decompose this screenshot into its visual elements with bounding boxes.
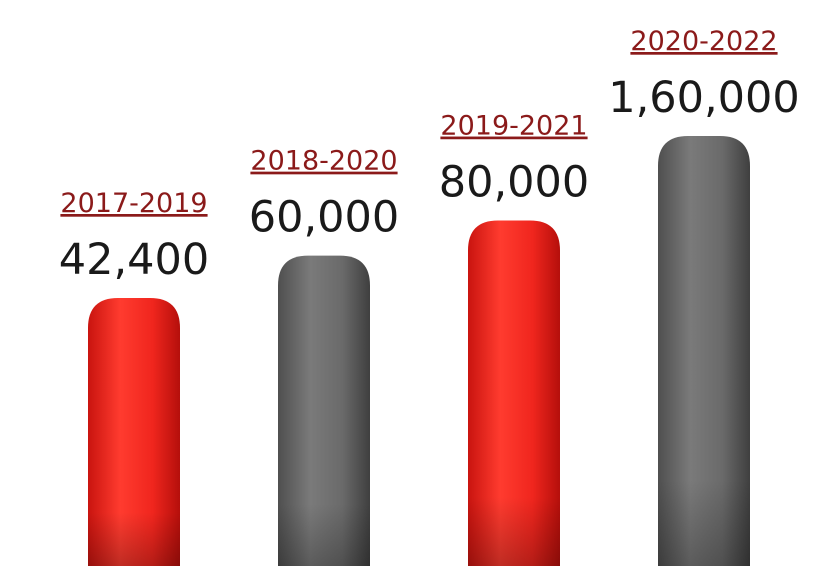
value-label: 42,400 [59, 235, 209, 285]
value-label: 1,60,000 [608, 73, 799, 123]
bar-shade-2018-2020 [278, 255, 370, 566]
value-label: 60,000 [249, 193, 399, 243]
category-label: 2019-2021 [440, 111, 587, 142]
category-label: 2020-2022 [630, 26, 777, 57]
category-label: 2018-2020 [250, 146, 397, 177]
labels-group: 42,400 2017-2019 60,000 2018-2020 80,000 2019… [59, 26, 800, 285]
bar-shade-2020-2022 [658, 136, 750, 566]
bar-shade-2017-2019 [88, 298, 180, 566]
value-label: 80,000 [439, 158, 589, 208]
bar-shade-2019-2021 [468, 220, 560, 566]
bars-group [88, 136, 750, 566]
category-label: 2017-2019 [60, 188, 207, 219]
